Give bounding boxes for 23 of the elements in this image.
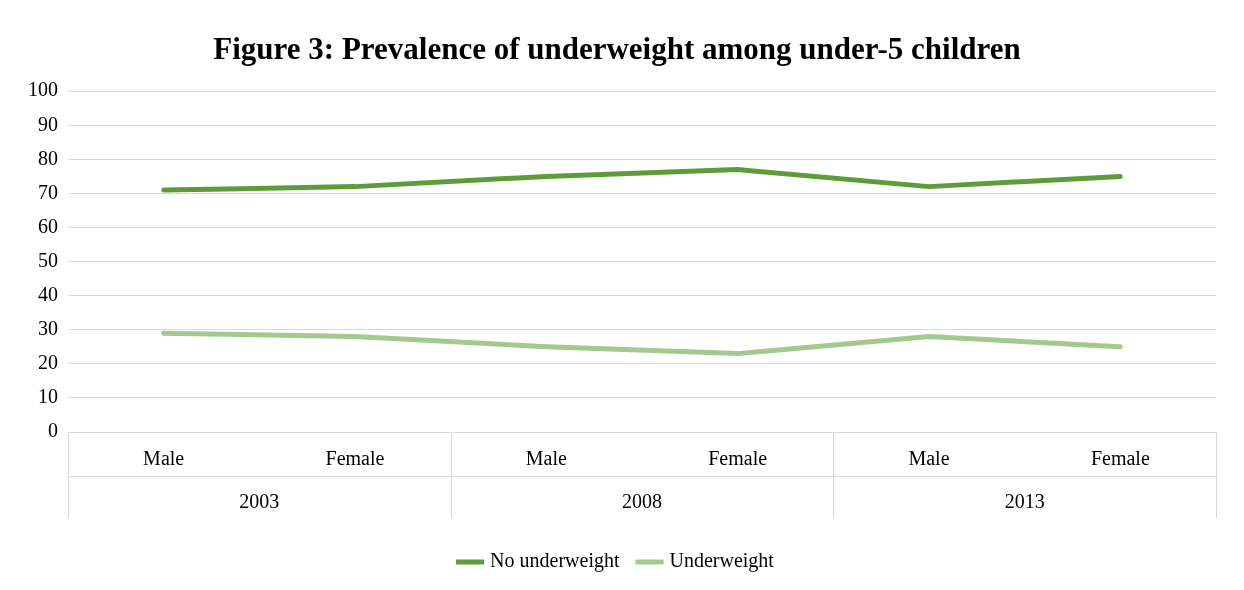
y-tick-label: 20	[38, 351, 58, 374]
y-tick-label: 60	[38, 214, 58, 237]
y-tick-label: 50	[38, 248, 58, 271]
y-tick-label: 100	[28, 78, 58, 101]
y-tick-label: 0	[48, 419, 58, 442]
y-tick-label: 10	[38, 385, 58, 408]
y-tick-label: 30	[38, 317, 58, 340]
x-tick-label: Female	[708, 447, 768, 470]
x-tick-label: Female	[325, 447, 385, 470]
legend-label: Underweight	[669, 549, 775, 573]
y-tick-label: 90	[38, 112, 58, 135]
x-tick-label: Male	[143, 447, 185, 470]
text: 2013	[1004, 490, 1045, 513]
text: 2003	[239, 490, 280, 513]
y-tick-label: 80	[38, 146, 58, 169]
x-tick-label: Male	[908, 447, 950, 470]
y-tick-label: 70	[38, 180, 58, 203]
x-tick-label: Male	[525, 447, 567, 470]
legend-label: No underweight	[490, 549, 620, 573]
y-tick-label: 40	[38, 282, 58, 305]
text: 2008	[622, 490, 662, 513]
chart-title: Figure 3: Prevalence of underweight among under-5 children	[213, 30, 1021, 66]
x-tick-label: Female	[1090, 447, 1150, 470]
